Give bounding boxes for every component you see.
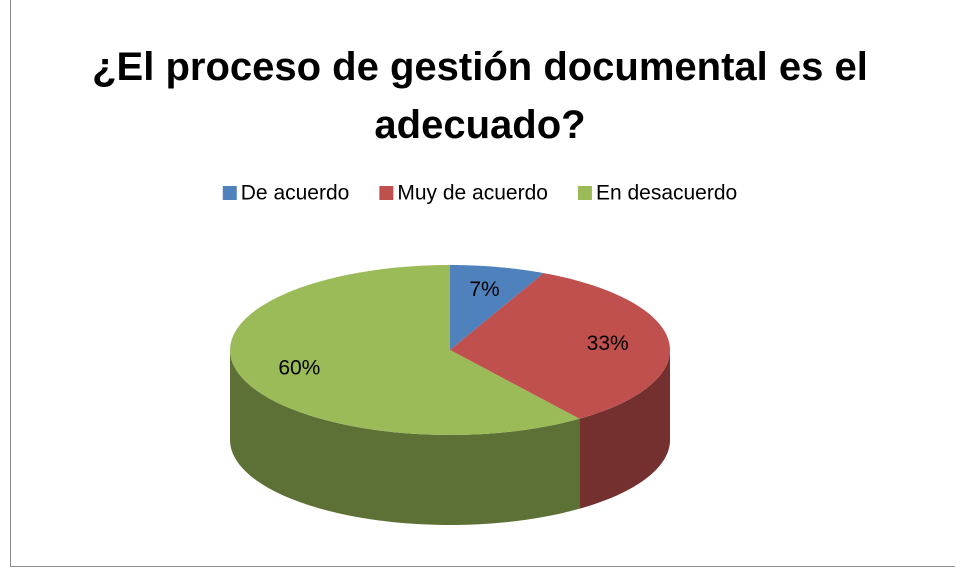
pie-side	[579, 350, 670, 509]
pie-side	[230, 350, 580, 525]
pie-slice	[230, 265, 580, 435]
pie-slice	[450, 273, 670, 419]
chart-title: ¿El proceso de gestión documental es el …	[92, 45, 868, 147]
data-label: 7%	[469, 278, 499, 301]
pie-slice	[450, 265, 544, 350]
data-label: 33%	[587, 332, 629, 355]
legend-swatch	[577, 186, 592, 200]
chart-frame	[10, 0, 955, 567]
data-label: 60%	[278, 356, 320, 379]
legend-swatch	[222, 186, 237, 200]
legend-label: En desacuerdo	[596, 182, 737, 205]
legend-swatch	[379, 186, 394, 200]
legend-label: De acuerdo	[241, 182, 350, 205]
legend-label: Muy de acuerdo	[397, 182, 548, 205]
